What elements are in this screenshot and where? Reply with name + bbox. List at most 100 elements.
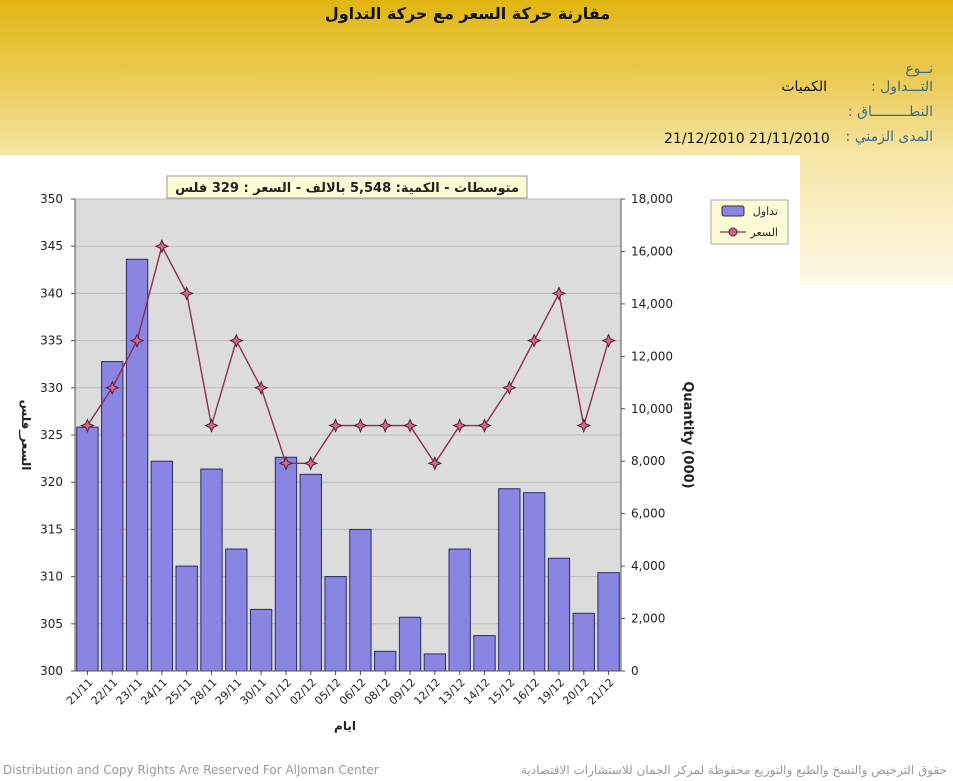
- volume-bar: [572, 612, 595, 672]
- x-tick-label: 25/11: [163, 676, 195, 708]
- right-axis-title: Quantity (000): [680, 381, 695, 488]
- footer-copyright-en: Distribution and Copy Rights Are Reserve…: [3, 763, 379, 777]
- trading-label: التـــداول :: [870, 79, 933, 95]
- volume-bar: [299, 473, 322, 672]
- volume-bar: [398, 616, 422, 672]
- price-point: [303, 456, 319, 471]
- volume-bar: [522, 492, 546, 672]
- price-point: [104, 380, 120, 396]
- left-tick-label: 305: [40, 617, 63, 631]
- left-axis-title: السعر_فلس: [18, 400, 33, 471]
- header-band: [0, 0, 953, 155]
- summary-box-bg: [166, 175, 528, 199]
- x-tick-label: 23/11: [114, 676, 146, 708]
- x-tick-label: 08/12: [362, 676, 394, 708]
- price-point: [477, 418, 492, 433]
- period-value: 21/12/2010 21/11/2010: [664, 131, 830, 147]
- legend: تداول السعر: [710, 199, 789, 245]
- volume-bar: [175, 565, 198, 672]
- x-tick-label: 21/12: [585, 676, 617, 708]
- volume-bar: [349, 528, 372, 672]
- price-point: [154, 238, 170, 254]
- x-tick-label: 01/12: [262, 676, 294, 708]
- price-point: [204, 418, 219, 433]
- x-tick-label: 06/12: [337, 676, 369, 708]
- period-label: المدى الزمني :: [845, 129, 933, 145]
- price-point: [179, 286, 194, 301]
- left-tick-label: 335: [40, 334, 63, 348]
- left-tick-label: 325: [40, 428, 63, 442]
- volume-bar: [324, 576, 347, 672]
- price-point: [80, 418, 95, 433]
- price-point: [526, 333, 542, 348]
- x-tick-label: 05/12: [312, 676, 344, 708]
- x-tick-label: 14/12: [461, 676, 493, 708]
- price-point: [377, 418, 393, 433]
- summary-box: متوسطات - الكمية: 5,548 بالالف - السعر :…: [175, 181, 519, 196]
- right-tick-label: 4,000: [631, 559, 665, 573]
- volume-bar: [498, 488, 521, 672]
- right-tick-label: 2,000: [631, 612, 665, 626]
- price-volume-chart: 300 305 310 315 320 325 330 335 340 345 350 0 2,000…: [18, 175, 789, 734]
- left-tick-label: 350: [40, 192, 63, 206]
- right-tick-label: 14,000: [631, 297, 673, 311]
- left-tick-label: 345: [40, 239, 63, 253]
- x-tick-label: 29/11: [213, 676, 245, 708]
- volume-bar: [374, 650, 397, 672]
- volume-bar: [423, 653, 447, 672]
- price-point: [427, 456, 443, 471]
- type-label: نــوع: [905, 61, 933, 77]
- x-tick-label: 19/12: [535, 676, 567, 708]
- volume-bar: [249, 608, 273, 672]
- x-tick-label: 12/12: [411, 676, 443, 708]
- left-axis-ticks: 300 305 310 315 320 325 330 335 340 345 350: [40, 192, 75, 678]
- price-point: [253, 380, 269, 396]
- legend-bar-label: تداول: [753, 205, 778, 218]
- volume-bar: [125, 258, 149, 672]
- volume-bar: [547, 557, 571, 672]
- x-tick-label: 30/11: [238, 676, 270, 708]
- price-point: [601, 333, 616, 348]
- side-band: [800, 155, 953, 285]
- volume-bar: [200, 468, 223, 672]
- trading-value: الكميات: [781, 79, 827, 95]
- volume-bar: [597, 572, 620, 672]
- volume-bar: [101, 361, 124, 672]
- x-tick-label: 21/11: [64, 676, 96, 708]
- x-axis-ticks: 21/1122/1123/1124/1125/1128/1129/1130/11…: [64, 671, 617, 708]
- left-tick-label: 320: [40, 475, 63, 489]
- x-tick-label: 22/11: [89, 676, 121, 708]
- right-tick-label: 12,000: [631, 349, 673, 363]
- price-point: [229, 333, 244, 348]
- x-tick-label: 09/12: [387, 676, 419, 708]
- left-tick-label: 300: [40, 664, 63, 678]
- volume-bar: [76, 426, 99, 672]
- price-point: [129, 333, 145, 348]
- volume-bar: [448, 548, 471, 672]
- left-tick-label: 315: [40, 522, 63, 536]
- x-tick-label: 15/12: [486, 676, 518, 708]
- left-tick-label: 310: [40, 570, 63, 584]
- right-axis-ticks: 0 2,000 4,000 6,000 8,000 10,000 12,000 14,000 1…: [621, 192, 673, 678]
- price-point: [576, 418, 592, 433]
- volume-bar: [150, 460, 174, 672]
- legend-line-marker: [728, 227, 738, 237]
- x-tick-label: 20/12: [560, 676, 592, 708]
- price-point: [278, 456, 294, 471]
- right-tick-label: 8,000: [631, 454, 665, 468]
- volume-bar: [473, 635, 496, 672]
- range-label: النطـــــــــاق :: [847, 104, 933, 120]
- right-tick-label: 6,000: [631, 507, 665, 521]
- right-tick-label: 10,000: [631, 402, 673, 416]
- volume-bar: [274, 456, 298, 672]
- price-point: [502, 380, 517, 396]
- right-tick-label: 18,000: [631, 192, 673, 206]
- left-tick-label: 330: [40, 381, 63, 395]
- price-line: [80, 238, 616, 471]
- right-tick-label: 0: [631, 664, 639, 678]
- legend-line-label: السعر: [749, 226, 778, 239]
- legend-bar-swatch: [721, 205, 745, 217]
- x-tick-label: 16/12: [511, 676, 543, 708]
- x-tick-label: 13/12: [436, 676, 468, 708]
- footer-copyright-ar: حقوق الترخيص والنسخ والطبع والتوزيع محفو…: [520, 763, 947, 777]
